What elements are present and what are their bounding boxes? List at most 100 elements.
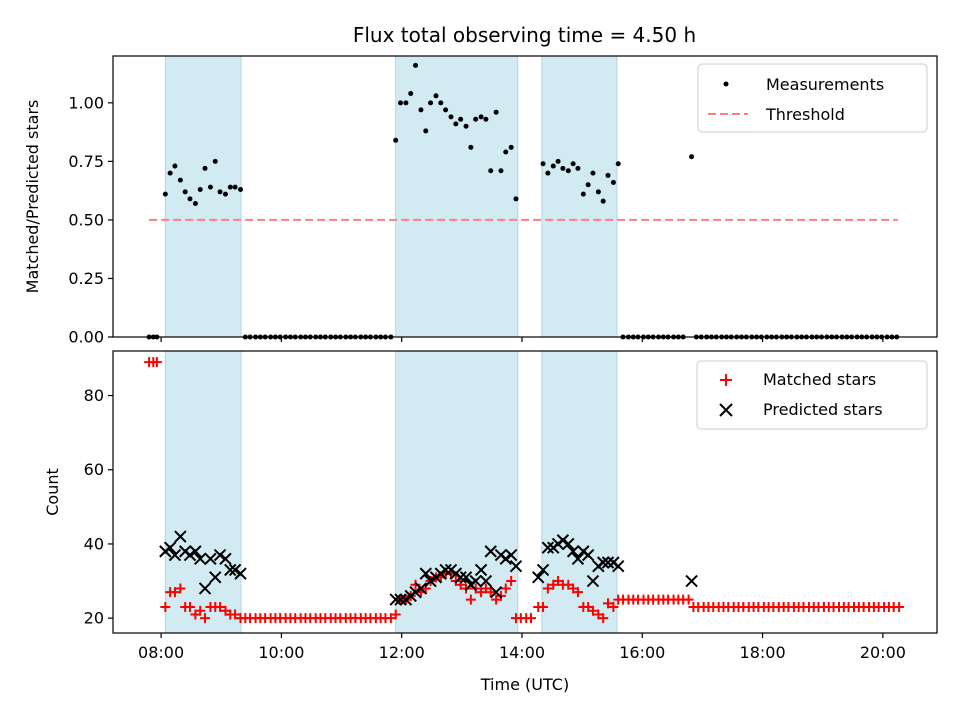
predicted-star-point (189, 545, 202, 558)
predicted-star-point (581, 548, 595, 562)
measurement-point (393, 137, 399, 143)
predicted-star-point (234, 567, 247, 580)
matched-star-point (215, 602, 226, 613)
matched-star-point (169, 587, 180, 598)
measurement-point (615, 161, 621, 167)
measurement-point (689, 154, 695, 160)
measurement-point (408, 90, 414, 96)
predicted-star-point (459, 571, 473, 584)
predicted-star-point (566, 545, 580, 558)
matched-star-point (506, 576, 517, 587)
matched-star-point (894, 602, 905, 613)
top-y-tick-label: 1.00 (68, 93, 104, 112)
bottom-panel: 20 40 60 80 08:00 10:00 12:00 14:00 16:00 18:00 2… (43, 350, 938, 694)
predicted-star-point (454, 571, 467, 584)
measurement-point (545, 170, 551, 176)
measurement-point (570, 161, 576, 167)
matched-star-point (603, 598, 614, 609)
measurement-point (187, 196, 193, 202)
measurement-point (605, 172, 611, 178)
measurement-point (413, 62, 419, 68)
measurement-point (488, 168, 494, 174)
predicted-star-point (168, 548, 182, 562)
matched-star-point (160, 602, 171, 613)
x-tick-label: 08:00 (138, 643, 184, 662)
bottom-legend-frame (696, 360, 928, 430)
bottom-plot-frame (112, 350, 938, 634)
measurement-point (555, 158, 561, 164)
predicted-star-point (556, 534, 570, 547)
predicted-star-point (219, 552, 232, 565)
predicted-star-point (409, 585, 422, 599)
predicted-star-point (541, 541, 555, 554)
x-tick-label: 20:00 (860, 643, 906, 662)
predicted-star-point (163, 541, 177, 554)
bottom-y-tick-label: 20 (84, 609, 104, 628)
measurement-point (418, 107, 424, 113)
x-tick-label: 12:00 (379, 643, 425, 662)
matched-star-point (200, 613, 211, 624)
predicted-star-point (194, 552, 207, 565)
measurement-point (513, 196, 519, 202)
measurement-point (463, 123, 469, 129)
measurement-point (217, 189, 223, 195)
top-y-axis: 0.00 0.25 0.50 0.75 1.00 (68, 93, 113, 347)
predicted-star-point (489, 585, 503, 599)
predicted-star-point (509, 560, 523, 573)
measurement-point (197, 186, 203, 192)
predicted-star-point (389, 593, 402, 606)
measurement-point (403, 100, 409, 106)
measurement-point (550, 163, 556, 169)
top-x-ticks (160, 337, 884, 342)
top-legend: Measurements Threshold (697, 63, 928, 133)
top-y-tick-label: 0.75 (68, 152, 104, 171)
legend-matched-marker (720, 374, 732, 386)
measurement-point (162, 191, 168, 197)
matched-star-point (465, 594, 476, 605)
measurement-point (438, 100, 444, 106)
measurement-point (483, 116, 489, 122)
top-plot-frame (112, 55, 938, 338)
legend-predicted-label: Predicted stars (763, 400, 883, 419)
predicted-star-point (484, 545, 497, 558)
predicted-star-point (612, 560, 625, 573)
x-tick-label: 18:00 (740, 643, 786, 662)
bottom-legend: Matched stars Predicted stars (696, 360, 928, 430)
top-observing-window (395, 55, 519, 338)
measurement-point (443, 107, 449, 113)
measurement-point (423, 128, 429, 134)
legend-matched-label: Matched stars (763, 370, 876, 389)
predicted-star-point (213, 548, 227, 562)
predicted-star-point (504, 548, 518, 562)
measurement-point (172, 163, 178, 169)
bottom-predicted-layer (159, 530, 698, 606)
matched-star-point (587, 605, 598, 616)
predicted-star-point (174, 530, 187, 543)
top-y-tick-label: 0.25 (68, 269, 104, 288)
x-tick-label: 14:00 (499, 643, 545, 662)
x-tick-label: 10:00 (258, 643, 304, 662)
predicted-star-point (601, 556, 615, 569)
predicted-star-point (394, 593, 407, 606)
matched-star-point (195, 605, 206, 616)
matched-star-point (538, 602, 549, 613)
measurement-point (232, 184, 238, 190)
measurement-point (560, 165, 566, 171)
predicted-star-point (499, 552, 512, 565)
top-observing-windows (164, 55, 618, 338)
matched-star-point (485, 587, 496, 598)
measurement-point (227, 184, 233, 190)
top-panel: 0.00 0.25 0.50 0.75 1.00 Matched/Predicted s… (23, 55, 938, 347)
bottom-y-axis-label: Count (43, 468, 62, 516)
legend-threshold-label: Threshold (765, 105, 845, 124)
matched-star-point (230, 609, 241, 620)
top-y-axis-label: Matched/Predicted stars (23, 100, 42, 294)
measurement-point (468, 144, 474, 150)
matched-star-point (608, 602, 619, 613)
measurement-point (600, 198, 606, 204)
predicted-star-point (596, 556, 610, 569)
measurement-point (503, 149, 509, 155)
predicted-star-point (532, 571, 545, 584)
measurement-point (508, 144, 514, 150)
